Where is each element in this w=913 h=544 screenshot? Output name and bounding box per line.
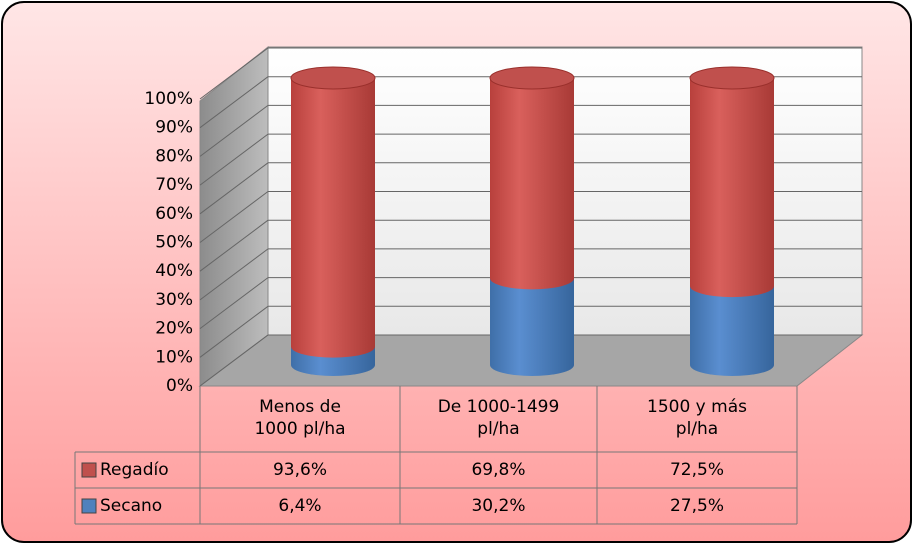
grid-line	[199, 277, 269, 330]
cylinder-segment	[291, 78, 375, 358]
cylinder-top	[290, 66, 376, 90]
grid-line	[199, 248, 269, 301]
data-label: 72,5%	[670, 460, 724, 480]
cylinder-top	[489, 66, 575, 90]
y-tick-label: 10%	[155, 347, 193, 367]
cylinder-segment	[690, 286, 774, 376]
y-tick-label: 20%	[155, 319, 193, 339]
grid-line	[199, 162, 269, 215]
cylinder-segment	[490, 78, 574, 290]
cylinder-segment	[690, 78, 774, 298]
data-table	[74, 386, 798, 525]
grid-line	[199, 47, 269, 100]
category-label: De 1000-1499 pl/ha	[437, 397, 560, 439]
data-label: 93,6%	[273, 460, 327, 480]
legend-label: Regadío	[100, 460, 169, 480]
legend-key	[81, 462, 97, 478]
category-label: Menos de 1000 pl/ha	[254, 397, 346, 439]
y-tick-label: 60%	[155, 204, 193, 224]
y-tick-label: 80%	[155, 146, 193, 166]
grid-line	[199, 76, 269, 129]
data-label: 27,5%	[670, 496, 724, 516]
y-tick-label: 90%	[155, 118, 193, 138]
category-label: 1500 y más pl/ha	[647, 397, 747, 439]
grid-line	[199, 105, 269, 157]
grid-line	[199, 334, 269, 387]
grid-line	[199, 191, 269, 243]
y-tick-label: 50%	[155, 233, 193, 253]
data-label: 30,2%	[471, 496, 525, 516]
legend-key	[81, 498, 97, 514]
grid-line	[199, 133, 269, 186]
grid-line	[199, 219, 269, 272]
y-tick-label: 40%	[155, 261, 193, 281]
y-tick-label: 0%	[166, 376, 193, 396]
y-tick-label: 30%	[155, 290, 193, 310]
legend-label: Secano	[100, 496, 162, 516]
data-label: 69,8%	[471, 460, 525, 480]
y-tick-label: 70%	[155, 175, 193, 195]
cylinder-segment	[490, 278, 574, 376]
data-label: 6,4%	[278, 496, 321, 516]
cylinder-top	[689, 66, 775, 90]
grid-line	[199, 305, 269, 358]
y-tick-label: 100%	[144, 89, 193, 109]
